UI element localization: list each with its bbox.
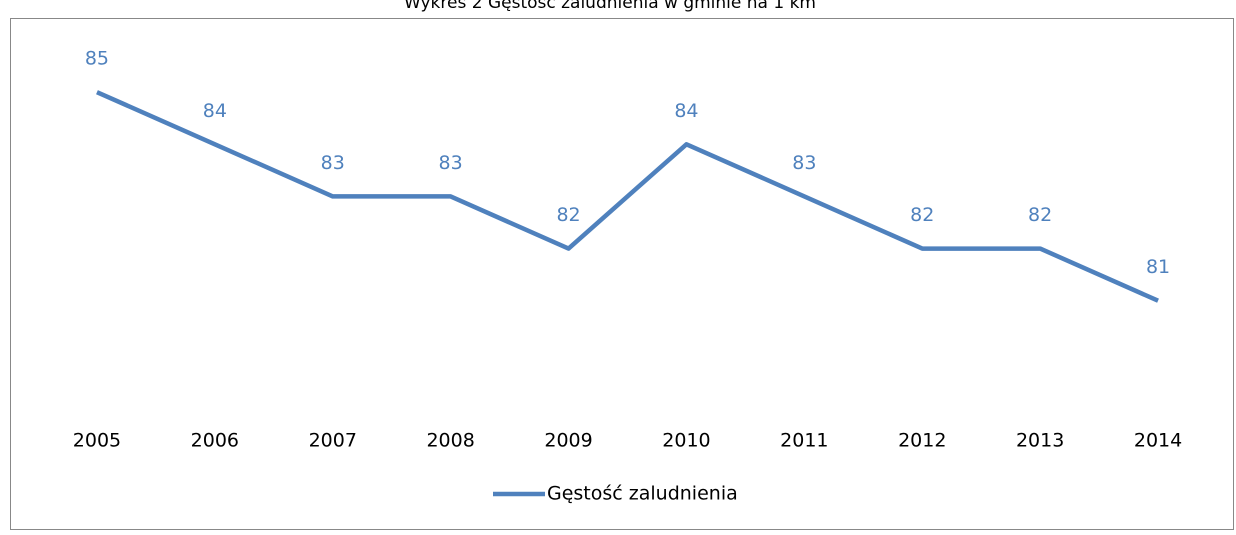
x-tick-label: 2005: [73, 430, 121, 452]
chart-frame: [10, 18, 1234, 530]
x-tick-label: 2014: [1134, 430, 1182, 452]
x-tick-label: 2009: [544, 430, 592, 452]
x-tick-label: 2013: [1016, 430, 1064, 452]
x-tick-label: 2012: [898, 430, 946, 452]
data-label: 84: [203, 100, 227, 122]
legend-label: Gęstość zaludnienia: [547, 483, 738, 505]
x-tick-label: 2011: [780, 430, 828, 452]
chart-title: Wykres 2 Gęstość zaludnienia w gminie na…: [404, 0, 816, 13]
x-tick-label: 2006: [191, 430, 239, 452]
x-tick-label: 2007: [309, 430, 357, 452]
data-label: 83: [792, 152, 816, 174]
data-label: 84: [674, 100, 698, 122]
data-label: 82: [556, 204, 580, 226]
data-label: 81: [1146, 256, 1170, 278]
data-label: 83: [321, 152, 345, 174]
x-tick-label: 2008: [426, 430, 474, 452]
data-label: 85: [85, 48, 109, 70]
data-label: 82: [1028, 204, 1052, 226]
title-background: [330, 0, 890, 18]
data-label: 82: [910, 204, 934, 226]
data-label: 83: [439, 152, 463, 174]
x-tick-label: 2010: [662, 430, 710, 452]
line-series: [96, 90, 1159, 303]
